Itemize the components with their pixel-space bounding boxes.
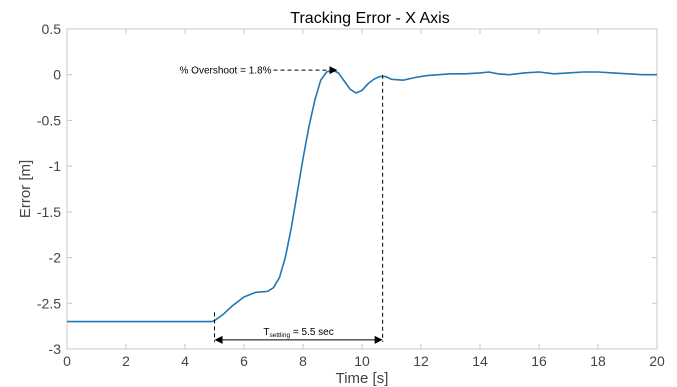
x-tick-labels: 0 2 4 6 8 10 12 14 16 18 20 [63, 353, 665, 369]
y-tick-label: -3 [49, 341, 62, 357]
x-tick-label: 4 [181, 353, 189, 369]
y-tick-label: -1.5 [37, 204, 61, 220]
x-tick-label: 14 [472, 353, 488, 369]
settling-time-label: Tsettling = 5.5 sec [263, 327, 333, 339]
x-tick-label: 2 [122, 353, 130, 369]
y-tick-label: 0 [53, 67, 61, 83]
y-axis-label: Error [m] [17, 160, 34, 218]
x-tick-label: 12 [413, 353, 429, 369]
x-tick-label: 8 [299, 353, 307, 369]
x-tick-label: 0 [63, 353, 71, 369]
x-tick-label: 18 [590, 353, 606, 369]
series-line-tracking-error [67, 69, 657, 323]
y-tick-labels: 0.5 0 -0.5 -1 -1.5 -2 -2.5 -3 [37, 21, 61, 357]
x-tick-label: 16 [531, 353, 547, 369]
x-axis-label: Time [s] [336, 370, 389, 387]
settling-label-subscript: settling [270, 332, 291, 339]
annotations: % Overshoot = 1.8% Tsettling = 5.5 sec [180, 66, 384, 344]
x-tick-label: 6 [240, 353, 248, 369]
ticks-layer [66, 28, 658, 350]
plot-frame [66, 28, 658, 350]
settling-label-prefix: T [263, 327, 269, 338]
settling-label-suffix: = 5.5 sec [290, 327, 334, 338]
y-tick-label: 0.5 [42, 21, 62, 37]
x-tick-label: 10 [354, 353, 370, 369]
y-tick-label: -1 [49, 158, 62, 174]
y-tick-label: -2.5 [37, 295, 61, 311]
y-tick-label: -0.5 [37, 112, 61, 128]
y-tick-label: -2 [49, 250, 62, 266]
x-tick-label: 20 [649, 353, 665, 369]
chart-title: Tracking Error - X Axis [290, 10, 449, 27]
overshoot-label: % Overshoot = 1.8% [180, 66, 272, 77]
